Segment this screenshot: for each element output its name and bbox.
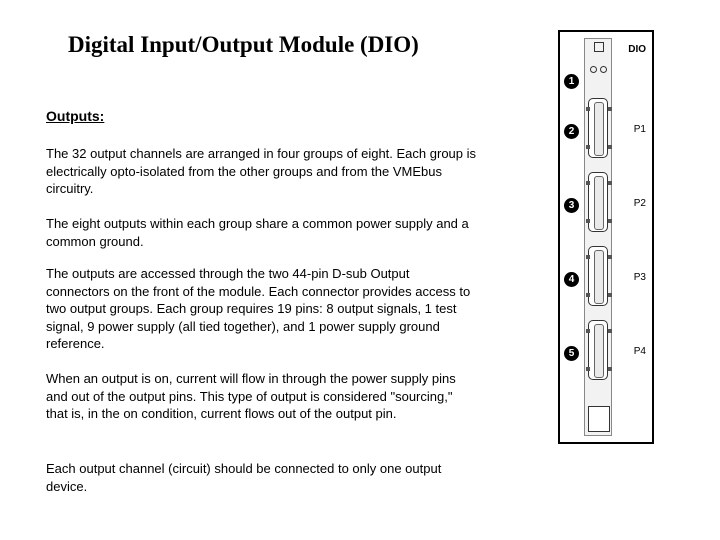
connector-p4-icon bbox=[588, 320, 608, 380]
paragraph-2: The eight outputs within each group shar… bbox=[46, 215, 476, 250]
callout-badge-4: 4 bbox=[564, 272, 579, 287]
connector-p1-icon bbox=[588, 98, 608, 158]
section-heading-outputs: Outputs: bbox=[46, 108, 104, 124]
module-label: DIO bbox=[628, 44, 646, 55]
top-indicator-icon bbox=[594, 42, 604, 52]
paragraph-3: The outputs are accessed through the two… bbox=[46, 265, 476, 353]
led-icon bbox=[590, 66, 597, 73]
port-label-p3: P3 bbox=[634, 272, 646, 283]
led-row-icon bbox=[588, 66, 608, 73]
connector-p2-icon bbox=[588, 172, 608, 232]
page-title: Digital Input/Output Module (DIO) bbox=[68, 32, 419, 58]
paragraph-1: The 32 output channels are arranged in f… bbox=[46, 145, 476, 198]
port-label-p4: P4 bbox=[634, 346, 646, 357]
connector-p3-icon bbox=[588, 246, 608, 306]
led-icon bbox=[600, 66, 607, 73]
paragraph-4: When an output is on, current will flow … bbox=[46, 370, 476, 423]
callout-badge-5: 5 bbox=[564, 346, 579, 361]
module-diagram: DIO 1 2 P1 3 P2 4 P3 5 P4 bbox=[558, 30, 654, 444]
callout-badge-3: 3 bbox=[564, 198, 579, 213]
bottom-block-icon bbox=[588, 406, 610, 432]
callout-badge-1: 1 bbox=[564, 74, 579, 89]
port-label-p1: P1 bbox=[634, 124, 646, 135]
paragraph-5: Each output channel (circuit) should be … bbox=[46, 460, 476, 495]
callout-badge-2: 2 bbox=[564, 124, 579, 139]
port-label-p2: P2 bbox=[634, 198, 646, 209]
